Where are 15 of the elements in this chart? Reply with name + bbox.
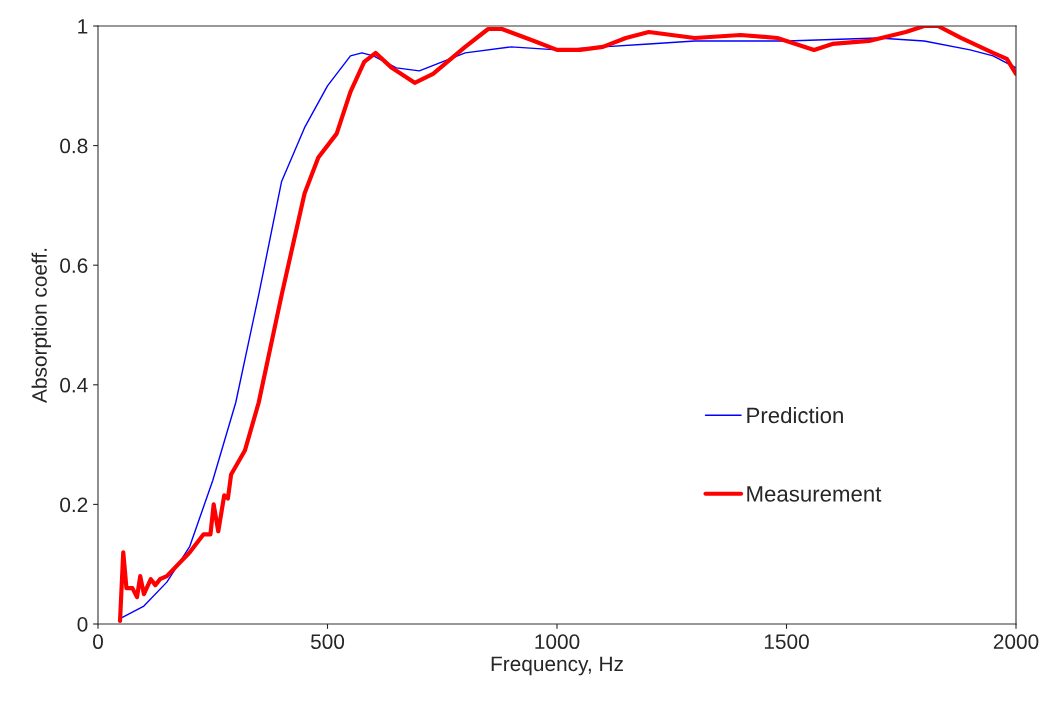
y-tick-label: 0.2 xyxy=(60,497,88,513)
x-tick-label: 500 xyxy=(310,634,345,650)
x-axis-title: Frequency, Hz xyxy=(491,656,623,676)
y-tick-label: 1 xyxy=(78,19,88,34)
legend-label: Measurement xyxy=(747,486,882,502)
y-tick-label: 0.8 xyxy=(60,138,88,154)
x-tick-label: 1000 xyxy=(535,634,580,650)
y-tick-label: 0 xyxy=(77,617,88,632)
y-tick-label: 0.6 xyxy=(60,258,88,273)
x-tick-label: 2000 xyxy=(993,634,1039,650)
y-tick-label: 0.4 xyxy=(60,377,88,393)
x-tick-label: 1500 xyxy=(764,634,809,650)
legend-label: Prediction xyxy=(747,406,843,424)
y-axis-title: Absorption coeff. xyxy=(31,248,51,403)
x-tick-label: 0 xyxy=(93,634,103,650)
